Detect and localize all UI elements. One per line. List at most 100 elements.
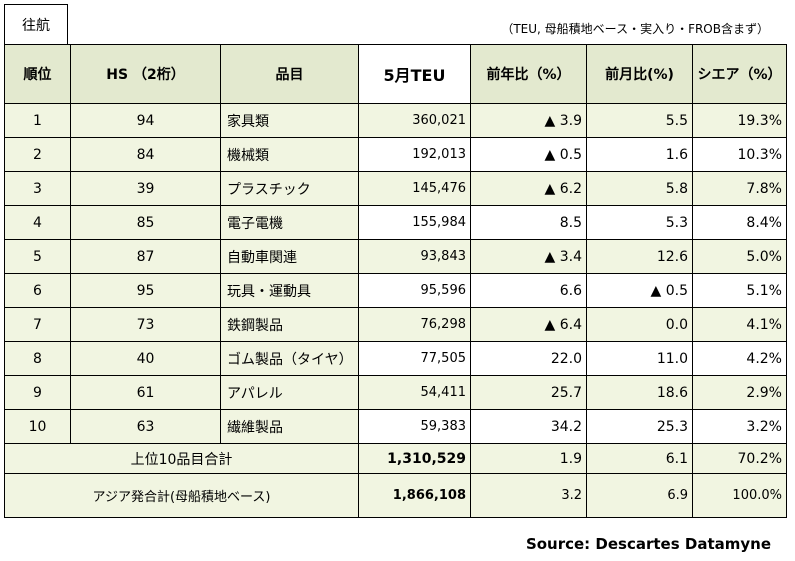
row-yoy: 34.2: [470, 409, 587, 444]
row-item: プラスチック: [220, 171, 359, 206]
table-row: 7 73 鉄鋼製品 76,298 ▲ 6.4 0.0 4.1%: [4, 307, 787, 342]
row-rank: 6: [4, 273, 71, 308]
row-share: 10.3%: [692, 137, 787, 172]
row-share: 8.4%: [692, 205, 787, 240]
table-row: 1 94 家具類 360,021 ▲ 3.9 5.5 19.3%: [4, 103, 787, 138]
row-rank: 7: [4, 307, 71, 342]
header-rank: 順位: [4, 44, 71, 104]
row-hs: 61: [70, 375, 221, 410]
row-yoy: ▲ 6.4: [470, 307, 587, 342]
row-mom: 1.6: [586, 137, 693, 172]
row-share: 4.1%: [692, 307, 787, 342]
row-item: アパレル: [220, 375, 359, 410]
row-mom: 0.0: [586, 307, 693, 342]
source-credit: Source: Descartes Datamyne: [525, 535, 771, 553]
row-share: 3.2%: [692, 409, 787, 444]
row-rank: 5: [4, 239, 71, 274]
row-mom: 5.5: [586, 103, 693, 138]
table-row: 6 95 玩具・運動具 95,596 6.6 ▲ 0.5 5.1%: [4, 273, 787, 308]
total-label: 上位10品目合計: [4, 443, 359, 474]
row-item: 玩具・運動具: [220, 273, 359, 308]
units-note: （TEU, 母船積地ベース・実入り・FROB含まず）: [501, 22, 769, 36]
row-item: ゴム製品（タイヤ）: [220, 341, 359, 376]
row-yoy: ▲ 3.4: [470, 239, 587, 274]
row-hs: 87: [70, 239, 221, 274]
row-hs: 40: [70, 341, 221, 376]
row-hs: 63: [70, 409, 221, 444]
row-teu: 76,298: [358, 307, 471, 342]
asia-share: 100.0%: [692, 473, 787, 518]
header-hs: HS （2桁）: [70, 44, 221, 104]
row-item: 鉄鋼製品: [220, 307, 359, 342]
row-item: 機械類: [220, 137, 359, 172]
table-row: 10 63 繊維製品 59,383 34.2 25.3 3.2%: [4, 409, 787, 444]
row-hs: 39: [70, 171, 221, 206]
row-hs: 73: [70, 307, 221, 342]
header-teu: 5月TEU: [358, 44, 471, 104]
row-teu: 360,021: [358, 103, 471, 138]
total-row: 上位10品目合計 1,310,529 1.9 6.1 70.2%: [4, 443, 787, 474]
row-yoy: 25.7: [470, 375, 587, 410]
row-share: 5.0%: [692, 239, 787, 274]
row-mom: 25.3: [586, 409, 693, 444]
row-yoy: 6.6: [470, 273, 587, 308]
top10-items-table: 順位 HS （2桁） 品目 5月TEU 前年比（%） 前月比(%) シエア（%）…: [4, 44, 787, 518]
row-teu: 145,476: [358, 171, 471, 206]
asia-total-row: アジア発合計(母船積地ベース) 1,866,108 3.2 6.9 100.0%: [4, 473, 787, 518]
total-mom: 6.1: [586, 443, 693, 474]
row-share: 4.2%: [692, 341, 787, 376]
row-hs: 94: [70, 103, 221, 138]
asia-mom: 6.9: [586, 473, 693, 518]
row-hs: 85: [70, 205, 221, 240]
total-teu: 1,310,529: [358, 443, 471, 474]
row-teu: 93,843: [358, 239, 471, 274]
row-item: 家具類: [220, 103, 359, 138]
row-mom: 5.8: [586, 171, 693, 206]
row-yoy: 22.0: [470, 341, 587, 376]
row-mom: 11.0: [586, 341, 693, 376]
row-hs: 95: [70, 273, 221, 308]
row-rank: 4: [4, 205, 71, 240]
table-row: 5 87 自動車関連 93,843 ▲ 3.4 12.6 5.0%: [4, 239, 787, 274]
row-yoy: ▲ 3.9: [470, 103, 587, 138]
row-teu: 59,383: [358, 409, 471, 444]
row-rank: 2: [4, 137, 71, 172]
row-teu: 95,596: [358, 273, 471, 308]
row-share: 7.8%: [692, 171, 787, 206]
row-yoy: ▲ 0.5: [470, 137, 587, 172]
table-row: 3 39 プラスチック 145,476 ▲ 6.2 5.8 7.8%: [4, 171, 787, 206]
row-hs: 84: [70, 137, 221, 172]
row-yoy: 8.5: [470, 205, 587, 240]
direction-tag: 往航: [4, 4, 68, 44]
row-rank: 3: [4, 171, 71, 206]
asia-teu: 1,866,108: [358, 473, 471, 518]
row-rank: 1: [4, 103, 71, 138]
row-teu: 77,505: [358, 341, 471, 376]
table-row: 4 85 電子電機 155,984 8.5 5.3 8.4%: [4, 205, 787, 240]
row-teu: 192,013: [358, 137, 471, 172]
row-rank: 10: [4, 409, 71, 444]
row-teu: 54,411: [358, 375, 471, 410]
row-item: 電子電機: [220, 205, 359, 240]
header-yoy: 前年比（%）: [470, 44, 587, 104]
row-mom: ▲ 0.5: [586, 273, 693, 308]
header-item: 品目: [220, 44, 359, 104]
row-item: 自動車関連: [220, 239, 359, 274]
row-share: 2.9%: [692, 375, 787, 410]
total-yoy: 1.9: [470, 443, 587, 474]
row-item: 繊維製品: [220, 409, 359, 444]
row-rank: 9: [4, 375, 71, 410]
header-mom: 前月比(%): [586, 44, 693, 104]
row-share: 5.1%: [692, 273, 787, 308]
asia-label: アジア発合計(母船積地ベース): [4, 473, 359, 518]
row-teu: 155,984: [358, 205, 471, 240]
row-yoy: ▲ 6.2: [470, 171, 587, 206]
asia-yoy: 3.2: [470, 473, 587, 518]
table-row: 2 84 機械類 192,013 ▲ 0.5 1.6 10.3%: [4, 137, 787, 172]
header-share: シエア（%）: [692, 44, 787, 104]
row-share: 19.3%: [692, 103, 787, 138]
total-share: 70.2%: [692, 443, 787, 474]
row-rank: 8: [4, 341, 71, 376]
table-row: 9 61 アパレル 54,411 25.7 18.6 2.9%: [4, 375, 787, 410]
row-mom: 5.3: [586, 205, 693, 240]
